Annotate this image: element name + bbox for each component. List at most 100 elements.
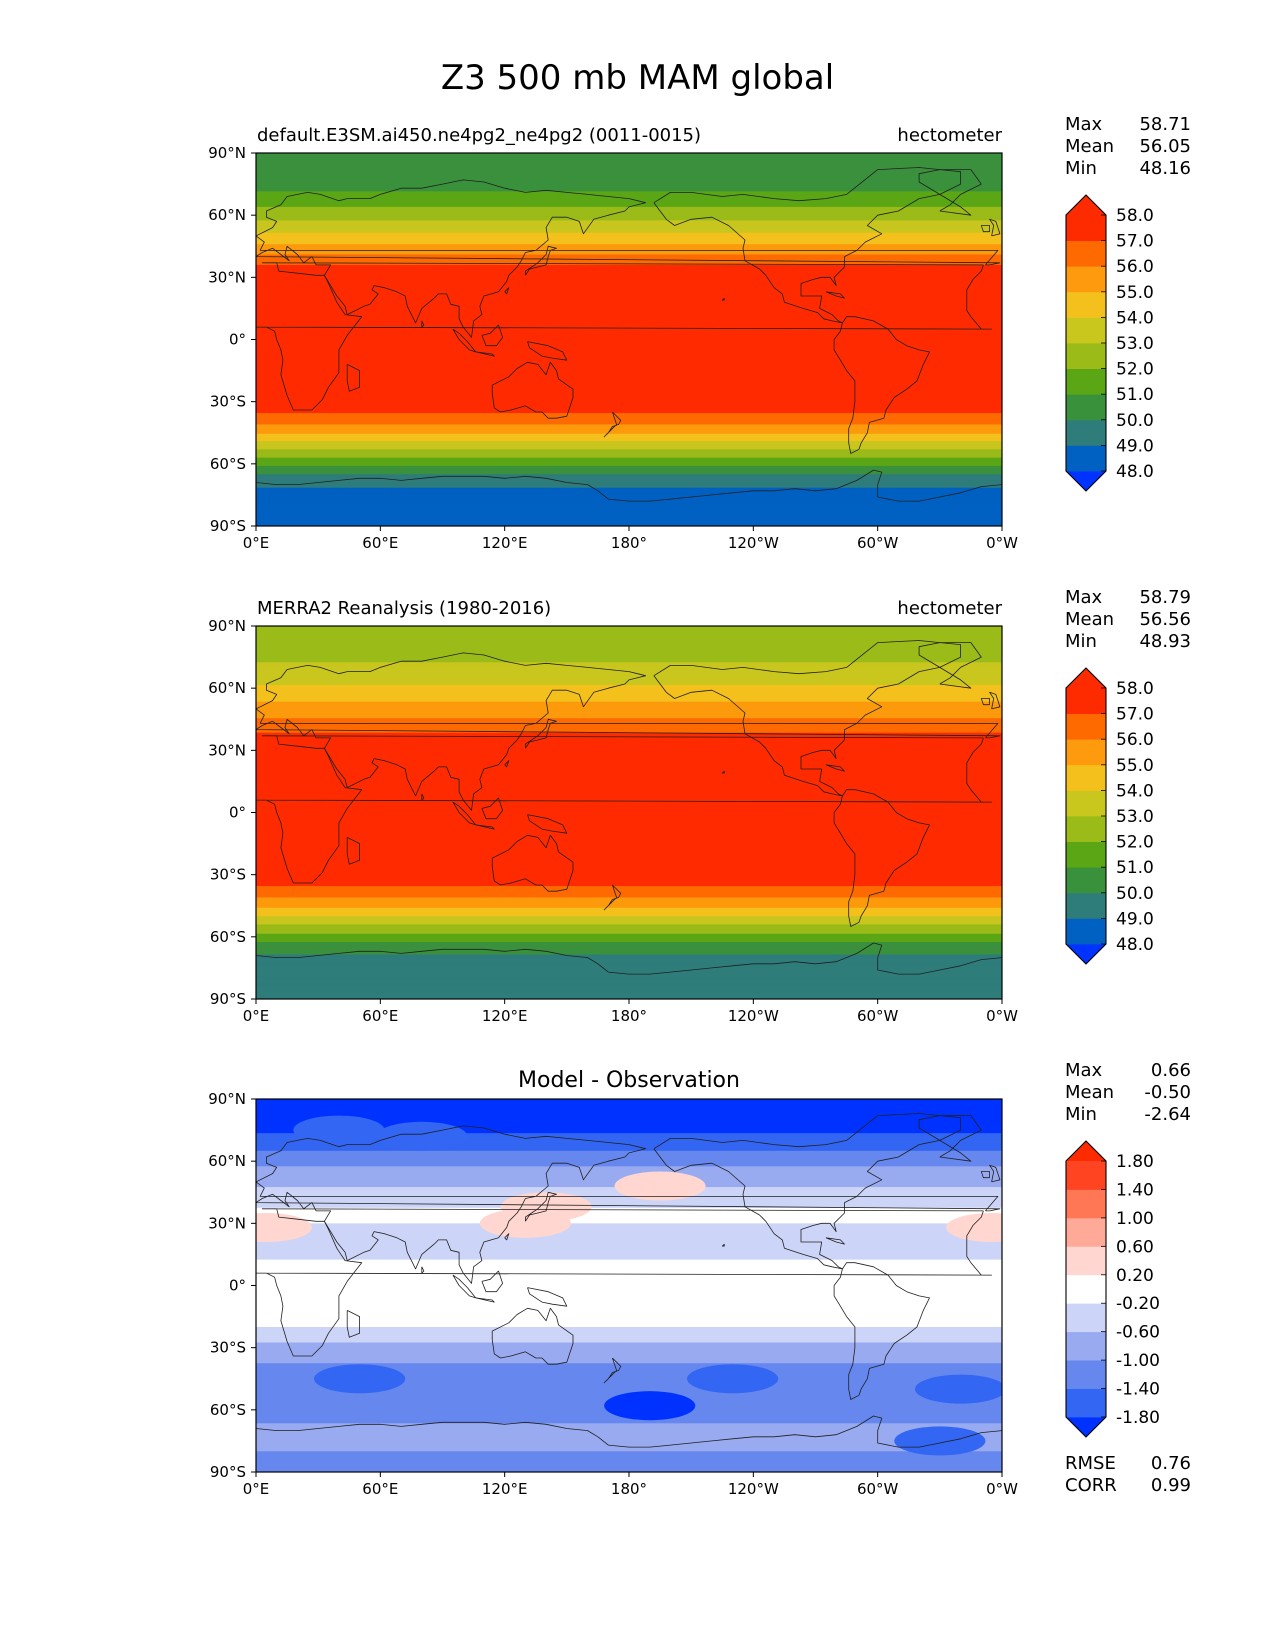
contour-band xyxy=(256,251,1002,254)
coastline xyxy=(256,942,1002,975)
contour-band xyxy=(256,224,1002,227)
contour-band xyxy=(256,361,1002,363)
contour-band xyxy=(256,974,1002,976)
colorbar-segment xyxy=(1066,240,1106,267)
contour-band xyxy=(256,946,1002,948)
contour-band xyxy=(256,1267,1002,1270)
colorbar-segment xyxy=(1066,1246,1106,1276)
contour-band xyxy=(256,846,1002,849)
contour-band xyxy=(256,714,1002,716)
colorbar-tick-label: -0.20 xyxy=(1116,1294,1160,1314)
contour-band xyxy=(256,991,1002,994)
contour-band xyxy=(256,1113,1002,1116)
contour-band xyxy=(256,294,1002,297)
contour-band xyxy=(256,1262,1002,1265)
contour-band xyxy=(256,302,1002,304)
contour-band xyxy=(256,1381,1002,1384)
contour-band xyxy=(256,746,1002,748)
contour-band xyxy=(256,219,1002,221)
contour-band xyxy=(256,448,1002,450)
contour-band xyxy=(256,410,1002,413)
map-test xyxy=(256,153,1002,526)
contour-band xyxy=(256,275,1002,277)
contour-band xyxy=(256,988,1002,991)
contour-band xyxy=(256,510,1002,513)
contour-band xyxy=(256,1169,1002,1172)
contour-band xyxy=(256,977,1002,979)
contour-band xyxy=(256,1119,1002,1122)
contour-band xyxy=(256,1163,1002,1165)
contour-band xyxy=(256,761,1002,764)
contour-band xyxy=(256,1436,1002,1439)
contour-band xyxy=(256,649,1002,652)
contour-band xyxy=(256,891,1002,893)
contour-band xyxy=(256,1288,1002,1291)
colorbar-tick-label: 53.0 xyxy=(1116,334,1154,354)
contour-band xyxy=(256,1353,1002,1356)
contour-band xyxy=(256,1103,1002,1105)
contour-band xyxy=(256,417,1002,419)
contour-band xyxy=(256,492,1002,495)
contour-band xyxy=(256,416,1002,418)
contour-band xyxy=(256,1170,1002,1173)
contour-band xyxy=(256,1231,1002,1234)
contour-band xyxy=(256,259,1002,262)
contour-band xyxy=(256,652,1002,655)
colorbar-tick-label: 49.0 xyxy=(1116,909,1154,929)
stat-label-mean: Mean xyxy=(1065,1082,1114,1103)
contour-band xyxy=(256,1361,1002,1363)
contour-band xyxy=(256,752,1002,755)
contour-band xyxy=(256,285,1002,288)
contour-band xyxy=(256,1444,1002,1446)
contour-band xyxy=(256,1152,1002,1155)
colorbar-segment xyxy=(1066,1303,1106,1333)
contour-band xyxy=(256,729,1002,732)
contour-band xyxy=(256,272,1002,274)
colorbar-segment xyxy=(1066,394,1106,421)
coastline xyxy=(825,1237,845,1245)
contour-band xyxy=(256,716,1002,718)
contour-band xyxy=(256,1323,1002,1326)
contour-band xyxy=(256,802,1002,804)
contour-band xyxy=(256,330,1002,332)
contour-band xyxy=(256,1144,1002,1147)
contour-band xyxy=(256,1383,1002,1386)
contour-band xyxy=(256,232,1002,235)
contour-band xyxy=(256,701,1002,704)
contour-band xyxy=(256,1139,1002,1142)
contour-band xyxy=(256,661,1002,663)
colorbar-tick-label: 57.0 xyxy=(1116,232,1154,252)
contour-band xyxy=(256,1252,1002,1254)
contour-band xyxy=(256,883,1002,886)
contour-band xyxy=(256,503,1002,505)
contour-band xyxy=(256,171,1002,174)
contour-band xyxy=(256,203,1002,206)
contour-band xyxy=(256,322,1002,325)
coastline xyxy=(256,262,992,411)
contour-band xyxy=(256,955,1002,958)
contour-band xyxy=(256,459,1002,462)
contour-band xyxy=(256,868,1002,871)
coastline xyxy=(527,341,568,361)
contour-band xyxy=(256,1375,1002,1378)
contour-band xyxy=(256,373,1002,376)
contour-band xyxy=(256,1137,1002,1139)
contour-band xyxy=(256,377,1002,380)
contour-anomaly xyxy=(604,1391,696,1421)
contour-band xyxy=(256,822,1002,825)
contour-band xyxy=(256,184,1002,186)
contour-band xyxy=(256,858,1002,860)
contour-band xyxy=(256,1344,1002,1347)
contour-band xyxy=(256,1452,1002,1454)
contour-band xyxy=(256,707,1002,710)
contour-band xyxy=(256,380,1002,383)
contour-band xyxy=(256,1171,1002,1174)
contour-band xyxy=(256,885,1002,887)
contour-band xyxy=(256,1382,1002,1385)
colorbar-tick-label: 53.0 xyxy=(1116,807,1154,827)
coastline xyxy=(918,642,982,689)
contour-band xyxy=(256,1168,1002,1171)
contour-band xyxy=(256,502,1002,504)
contour-band xyxy=(256,913,1002,915)
contour-band xyxy=(256,801,1002,803)
